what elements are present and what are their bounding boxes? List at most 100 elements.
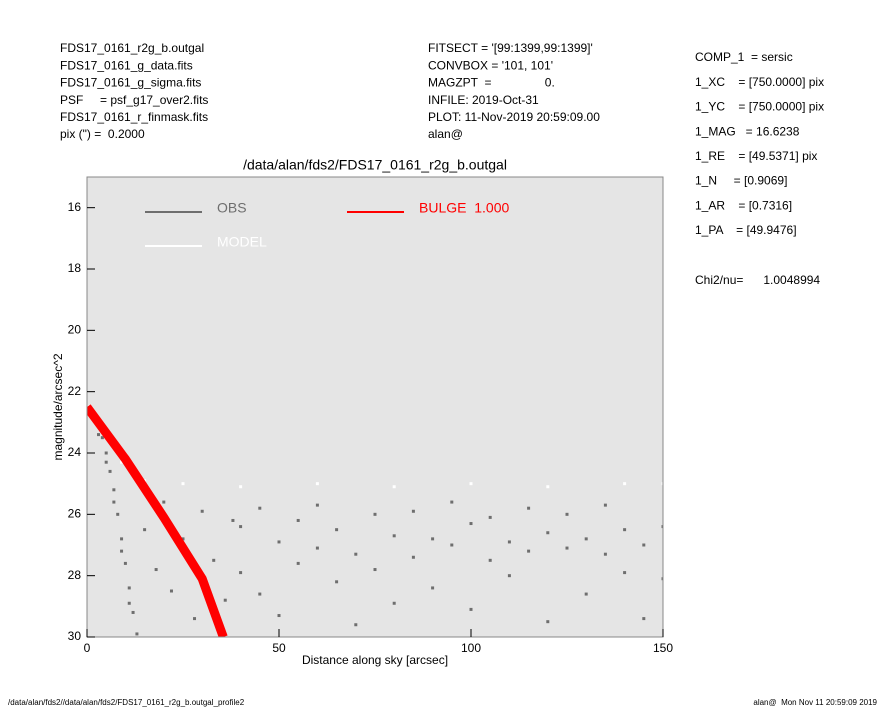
data-point — [116, 512, 120, 516]
info-right-line: 1_N = [0.9069] — [695, 174, 787, 188]
data-point — [661, 482, 663, 486]
data-point — [135, 632, 139, 636]
data-point — [603, 552, 607, 556]
data-point — [127, 601, 131, 605]
x-axis-label: Distance along sky [arcsec] — [302, 653, 448, 667]
data-point — [507, 540, 511, 544]
data-point — [258, 506, 262, 510]
data-point — [469, 607, 473, 611]
info-right-line: Chi2/nu= 1.0048994 — [695, 273, 820, 287]
data-point — [239, 525, 243, 529]
plot-background — [87, 177, 663, 637]
y-tick-label: 18 — [68, 261, 82, 275]
y-tick-label: 20 — [68, 323, 82, 337]
y-tick-label: 16 — [68, 200, 82, 214]
x-tick-label: 50 — [272, 641, 286, 655]
info-mid-line: FITSECT = '[99:1399,99:1399]' — [428, 41, 593, 55]
x-tick-label: 0 — [84, 641, 91, 655]
data-point — [469, 522, 473, 526]
data-point — [335, 580, 339, 584]
data-point — [469, 482, 473, 486]
footer-left: /data/alan/fds2//data/alan/fds2/FDS17_01… — [8, 698, 245, 707]
data-point — [354, 552, 358, 556]
data-point — [661, 525, 663, 529]
data-point — [642, 617, 646, 621]
info-right-line: 1_RE = [49.5371] pix — [695, 149, 817, 163]
info-left-line: FDS17_0161_g_sigma.fits — [60, 76, 201, 90]
data-point — [315, 482, 319, 486]
data-point — [239, 571, 243, 575]
data-point — [258, 592, 262, 596]
data-point — [661, 577, 663, 581]
data-point — [392, 485, 396, 489]
data-point — [488, 515, 492, 519]
data-point — [527, 506, 531, 510]
data-point — [120, 549, 124, 553]
info-right-line: 1_PA = [49.9476] — [695, 223, 797, 237]
info-right-line: 1_XC = [750.0000] pix — [695, 75, 824, 89]
data-point — [527, 549, 531, 553]
data-point — [169, 589, 173, 593]
data-point — [392, 534, 396, 538]
data-point — [373, 512, 377, 516]
data-point — [100, 436, 104, 440]
info-left-line: FDS17_0161_g_data.fits — [60, 58, 193, 72]
data-point — [231, 518, 235, 522]
data-point — [143, 528, 147, 532]
legend-label: BULGE 1.000 — [419, 200, 509, 216]
data-point — [131, 610, 135, 614]
data-point — [565, 512, 569, 516]
info-left-line: pix (") = 0.2000 — [60, 127, 145, 141]
data-point — [97, 433, 101, 437]
y-tick-label: 26 — [68, 507, 82, 521]
y-tick-label: 24 — [68, 445, 82, 459]
data-point — [239, 485, 243, 489]
data-point — [431, 586, 435, 590]
data-point — [296, 518, 300, 522]
data-point — [623, 528, 627, 532]
info-mid-line: MAGZPT = 0. — [428, 76, 555, 90]
data-point — [642, 543, 646, 547]
info-mid-line: PLOT: 11-Nov-2019 20:59:09.00 — [428, 110, 600, 124]
data-point — [315, 503, 319, 507]
data-point — [296, 561, 300, 565]
info-mid-line: alan@ — [428, 127, 463, 141]
data-point — [450, 500, 454, 504]
data-point — [193, 617, 197, 621]
footer-right: alan@ Mon Nov 11 20:59:09 2019 — [753, 698, 877, 707]
data-point — [546, 620, 550, 624]
bulge-line — [87, 404, 228, 637]
data-point — [277, 614, 281, 618]
data-point — [450, 543, 454, 547]
plot-frame — [86, 176, 664, 638]
info-right-line: 1_YC = [750.0000] pix — [695, 100, 824, 114]
data-point — [392, 601, 396, 605]
data-point — [546, 485, 550, 489]
data-point — [181, 537, 185, 541]
info-mid-line: CONVBOX = '101, 101' — [428, 58, 553, 72]
data-point — [623, 482, 627, 486]
info-left-line: FDS17_0161_r_finmask.fits — [60, 110, 208, 124]
data-point — [431, 537, 435, 541]
legend-label: OBS — [217, 200, 247, 216]
data-point — [223, 598, 227, 602]
data-point — [507, 574, 511, 578]
data-point — [154, 568, 158, 572]
x-tick-label: 100 — [461, 641, 481, 655]
data-point — [104, 460, 108, 464]
info-left-line: FDS17_0161_r2g_b.outgal — [60, 41, 204, 55]
data-point — [120, 537, 124, 541]
data-point — [546, 531, 550, 535]
data-point — [127, 586, 131, 590]
info-right-line: 1_MAG = 16.6238 — [695, 124, 800, 138]
data-point — [584, 537, 588, 541]
y-tick-label: 22 — [68, 384, 82, 398]
legend-label: MODEL — [217, 234, 267, 250]
data-point — [488, 558, 492, 562]
data-point — [181, 482, 185, 486]
info-mid-line: INFILE: 2019-Oct-31 — [428, 93, 539, 107]
data-point — [200, 509, 204, 513]
plot-area — [87, 404, 663, 637]
data-point — [104, 451, 108, 455]
